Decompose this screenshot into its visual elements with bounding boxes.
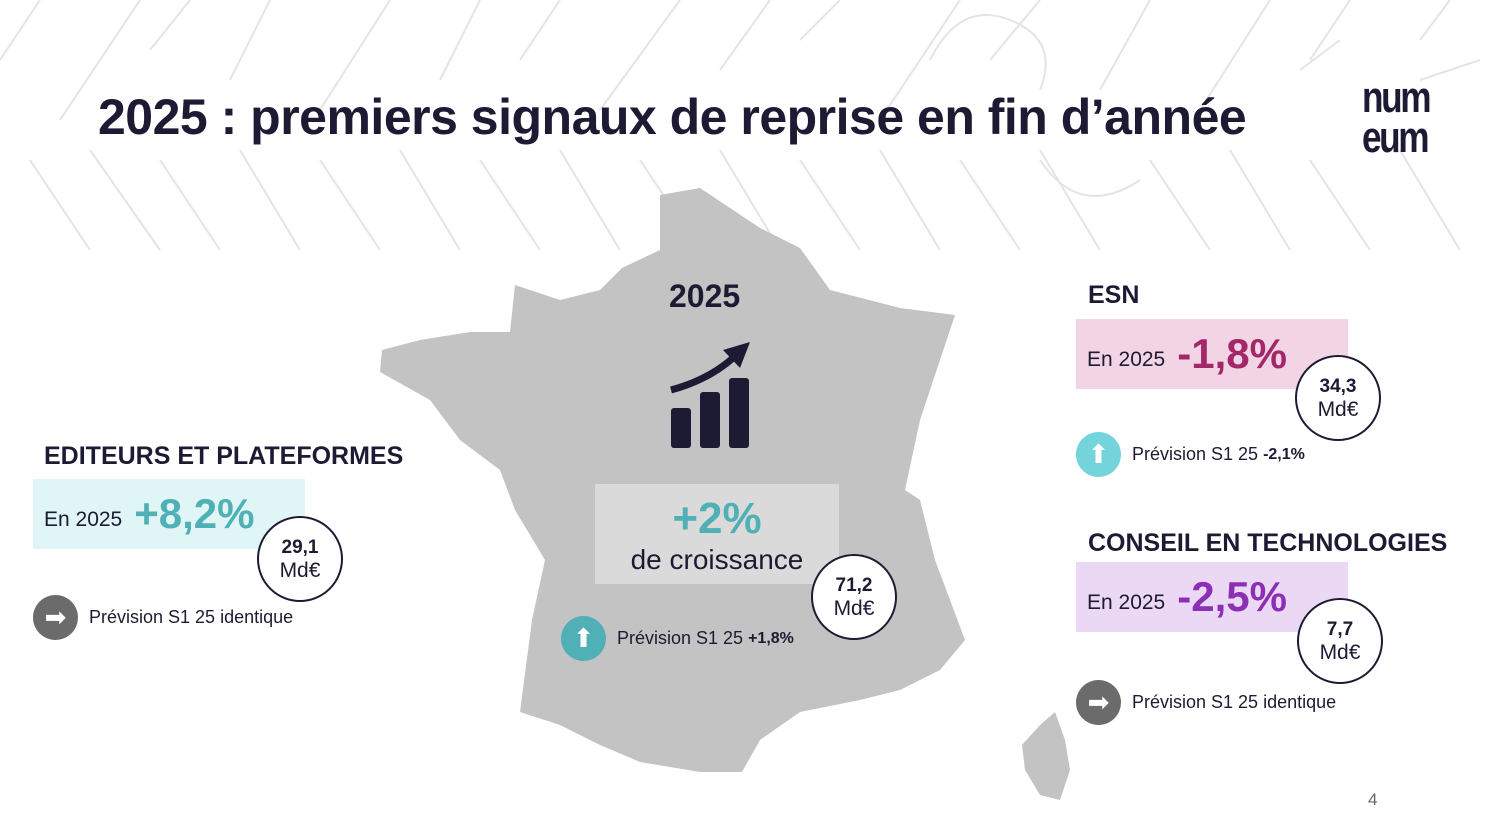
france-map	[380, 188, 965, 772]
arrow-up-icon: ⬆	[561, 616, 606, 661]
amount-circle-conseil: 7,7 Md€	[1297, 598, 1383, 684]
forecast-esn: ⬆ Prévision S1 25 -2,1%	[1076, 432, 1305, 477]
forecast-editeurs: ➡ Prévision S1 25 identique	[33, 595, 293, 640]
arrow-right-icon: ➡	[33, 595, 78, 640]
arrow-right-icon: ➡	[1076, 680, 1121, 725]
conseil-heading: CONSEIL EN TECHNOLOGIES	[1088, 529, 1448, 557]
editeurs-heading: EDITEURS ET PLATEFORMES	[44, 442, 404, 470]
editeurs-box: En 2025 +8,2%	[33, 479, 305, 549]
amount-circle-editeurs: 29,1 Md€	[257, 516, 343, 602]
amount-circle-esn: 34,3 Md€	[1295, 355, 1381, 441]
forecast-total: ⬆ Prévision S1 25 +1,8%	[561, 616, 794, 661]
corsica-map	[1022, 712, 1070, 800]
numeum-logo: num eum	[1362, 73, 1432, 162]
growth-box: +2% de croissance	[595, 484, 839, 584]
arrow-up-icon: ⬆	[1076, 432, 1121, 477]
amount-circle-total: 71,2 Md€	[811, 554, 897, 640]
forecast-conseil: ➡ Prévision S1 25 identique	[1076, 680, 1336, 725]
growth-value: +2%	[672, 494, 762, 543]
center-year: 2025	[669, 278, 741, 314]
page-title: 2025 : premiers signaux de reprise en fi…	[98, 89, 1247, 145]
growth-label: de croissance	[630, 544, 804, 575]
growth-chart-icon	[670, 342, 750, 448]
page-number: 4	[1368, 790, 1378, 809]
esn-heading: ESN	[1088, 281, 1140, 309]
